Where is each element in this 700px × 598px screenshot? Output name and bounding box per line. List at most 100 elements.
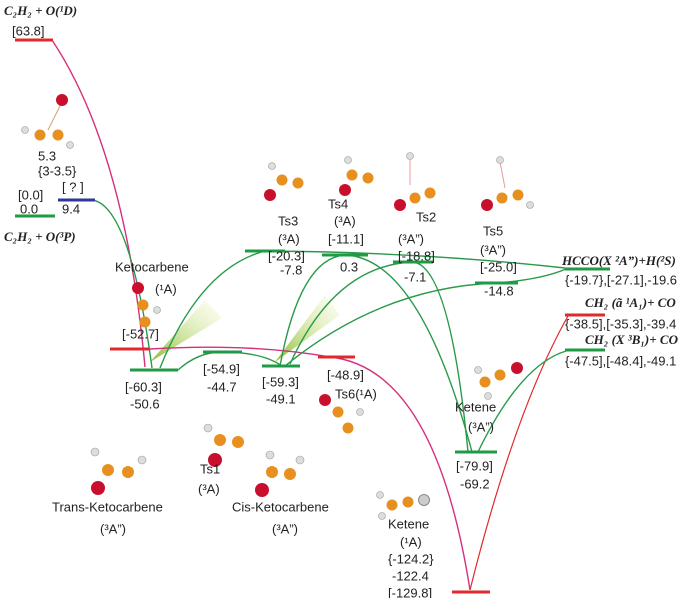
species-name: Ts6(¹A) — [335, 386, 377, 401]
state-label: (³A”) — [480, 242, 506, 257]
path-curve — [149, 346, 471, 591]
energy-label: -7.8 — [280, 262, 302, 277]
atom — [276, 174, 288, 186]
energy-label: [-48.9] — [327, 367, 364, 382]
atom — [406, 152, 414, 160]
energy-label: [-25.0] — [480, 259, 517, 274]
bond — [47, 101, 63, 131]
energy-label: 0.0 — [20, 201, 38, 216]
atom — [91, 481, 105, 495]
cones — [150, 295, 340, 362]
atom — [264, 189, 276, 201]
energy-label: {-19.7},[-27.1],-19.6 — [565, 272, 677, 287]
atom — [319, 394, 331, 406]
atom — [494, 369, 506, 381]
species-name: CH₂ (X ³B₁)+ CO — [585, 332, 679, 347]
energy-label: 9.4 — [62, 201, 80, 216]
energy-label: 0.3 — [340, 259, 358, 274]
species-name: C₂H₂ + O(¹D) — [4, 3, 77, 18]
atom — [332, 406, 344, 418]
atom — [479, 376, 491, 388]
atom — [102, 464, 114, 476]
atom — [232, 436, 244, 448]
energy-label: 5.3 — [38, 148, 56, 163]
energy-label: [-59.3] — [262, 374, 299, 389]
atom — [378, 512, 386, 520]
atom — [362, 172, 374, 184]
state-label: (³A”) — [272, 521, 298, 536]
energy-label: {-47.5],[-48.4],-49.1 — [565, 353, 676, 368]
energy-label: [0.0] — [18, 187, 43, 202]
atom — [66, 141, 74, 149]
path-curve — [284, 268, 567, 367]
energy-label: [-60.3] — [125, 379, 162, 394]
atom — [208, 453, 222, 467]
atom — [284, 468, 296, 480]
energy-label: [-52.7] — [122, 326, 159, 341]
atom — [139, 316, 151, 328]
atom — [21, 126, 29, 134]
atom — [402, 496, 414, 508]
state-label: (³A”) — [468, 419, 494, 434]
atom — [122, 466, 134, 478]
species-name: CH₂ (ã ¹A₁)+ CO — [585, 295, 676, 310]
atom — [132, 282, 144, 294]
atom — [474, 366, 482, 374]
species-name: Ketocarbene — [115, 259, 189, 274]
atom — [409, 192, 421, 204]
atom — [481, 199, 493, 211]
atom — [394, 199, 406, 211]
energy-label: -14.8 — [484, 283, 514, 298]
energy-label: [63.8] — [12, 23, 45, 38]
atom — [342, 422, 354, 434]
species-name: Cis-Ketocarbene — [232, 499, 329, 514]
energy-label: [ ? ] — [62, 179, 84, 194]
energy-label: [-54.9] — [203, 361, 240, 376]
energy-label: {3-3.5} — [38, 163, 77, 178]
energy-label: [-129.8] — [388, 585, 432, 598]
energy-label: -122.4 — [392, 568, 429, 583]
atom — [484, 392, 492, 400]
atom — [292, 177, 304, 189]
species-name: HCCO(X ²A”)+H(²S) — [561, 253, 676, 268]
state-label: (³A”) — [100, 521, 126, 536]
labels: C₂H₂ + O(¹D) [63.8] 5.3 {3-3.5} [0.0] [ … — [4, 3, 679, 598]
atom — [137, 299, 149, 311]
state-label: (³A) — [198, 481, 220, 496]
species-name: Ketene — [455, 399, 496, 414]
species-name: Ts1 — [200, 461, 220, 476]
atom — [344, 156, 352, 164]
atom — [496, 156, 504, 164]
atom — [418, 494, 430, 506]
species-name: Trans-Ketocarbene — [52, 499, 163, 514]
energy-label: {-124.2} — [388, 551, 434, 566]
atom — [56, 94, 68, 106]
energy-label: -44.7 — [207, 379, 237, 394]
atom — [255, 483, 269, 497]
atom — [376, 491, 384, 499]
atom — [137, 455, 147, 465]
state-label: (³A) — [278, 231, 300, 246]
atom — [34, 129, 46, 141]
atom — [496, 192, 508, 204]
atom — [511, 362, 523, 374]
atom — [203, 423, 213, 433]
atom — [424, 187, 436, 199]
energy-label: [-79.9] — [456, 458, 493, 473]
energy-label: [-20.3] — [268, 248, 305, 263]
levels — [15, 38, 610, 594]
species-name: C₂H₂ + O(³P) — [4, 229, 76, 244]
atom — [265, 450, 275, 460]
species-name: Ts4 — [328, 196, 348, 211]
atom — [153, 306, 161, 314]
path-curve — [289, 261, 469, 453]
species-name: Ketene — [388, 516, 429, 531]
atom — [295, 455, 305, 465]
state-label: (³A”) — [398, 231, 424, 246]
atom — [346, 169, 358, 181]
species-name: Ts2 — [416, 209, 436, 224]
energy-label: [-18.8] — [398, 248, 435, 263]
atom — [214, 434, 226, 446]
atom — [266, 466, 278, 478]
